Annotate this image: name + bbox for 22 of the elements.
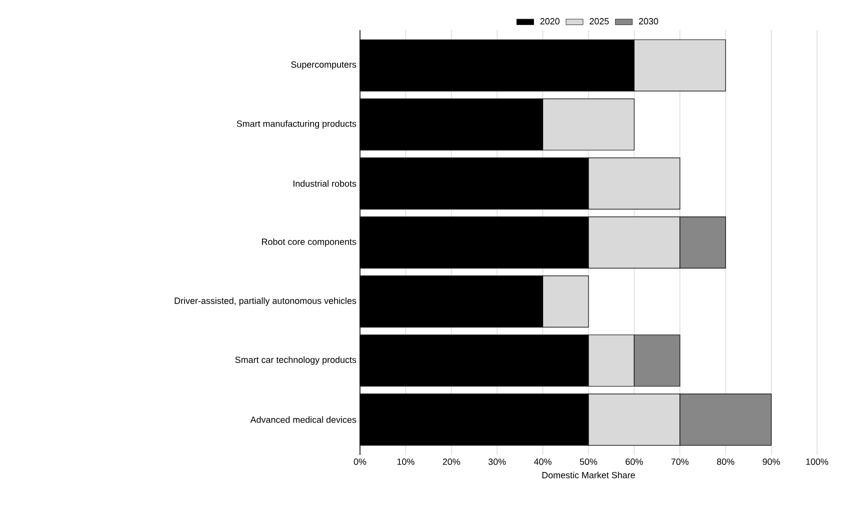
x-tick-label: 90% [762,458,780,465]
x-tick-label: 0% [354,458,366,465]
x-tick-label: 100% [806,458,828,465]
x-tick-label: 20% [442,458,460,465]
y-tick-label: Robot core components [262,238,356,247]
x-tick-label: 10% [397,458,414,465]
x-tick-label: 70% [671,458,689,465]
legend-label: 2030 [638,18,658,24]
x-tick-label: 50% [580,458,598,465]
y-tick-label: Supercomputers [291,61,356,70]
x-tick-label: 40% [534,458,552,465]
x-tick-label: 80% [717,458,734,465]
y-tick-label: Industrial robots [294,180,356,187]
y-tick-label: Driver-assisted, partially autonomous vehicles [174,297,356,306]
y-tick-label: Smart car technology products [235,356,356,365]
legend-label: 2020 [540,18,560,24]
legend-label: 2025 [590,18,609,24]
y-tick-label: Smart manufacturing products [236,120,356,129]
x-tick-label: 30% [488,458,506,465]
x-tick-label: 60% [626,458,643,465]
y-tick-label: Advanced medical devices [250,416,356,423]
x-axis-title: Domestic Market Share [542,472,635,478]
